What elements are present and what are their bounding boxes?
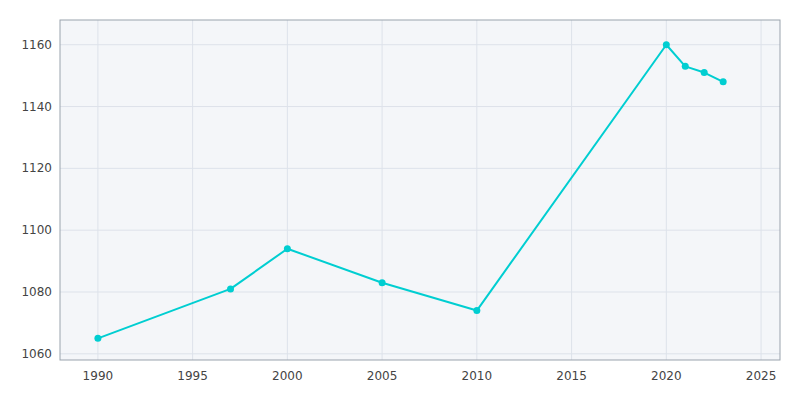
grid bbox=[60, 20, 780, 360]
y-tick-label: 1160 bbox=[21, 38, 52, 52]
x-grid-line bbox=[571, 20, 572, 360]
line bbox=[98, 45, 723, 339]
x-tick-label: 2025 bbox=[746, 369, 777, 383]
marker bbox=[720, 78, 727, 85]
marker bbox=[284, 245, 291, 252]
y-grid-line bbox=[60, 44, 780, 45]
x-tick-label: 2005 bbox=[367, 369, 398, 383]
y-tick-label: 1120 bbox=[21, 161, 52, 175]
plot-frame bbox=[60, 20, 780, 360]
marker bbox=[473, 307, 480, 314]
y-grid-line bbox=[60, 106, 780, 107]
x-tick-label: 2000 bbox=[272, 369, 303, 383]
plot-background bbox=[60, 20, 780, 360]
x-grid-line bbox=[666, 20, 667, 360]
x-tick-label: 1990 bbox=[83, 369, 114, 383]
x-grid-line bbox=[287, 20, 288, 360]
x-tick-label: 2010 bbox=[462, 369, 493, 383]
x-grid-line bbox=[761, 20, 762, 360]
y-tick-label: 1140 bbox=[21, 100, 52, 114]
chart: 1990 1995 2000 2005 2010 2015 2020 2025 1060 1080… bbox=[0, 0, 800, 400]
marker bbox=[701, 69, 708, 76]
marker bbox=[379, 279, 386, 286]
marker bbox=[94, 335, 101, 342]
y-grid-line bbox=[60, 230, 780, 231]
y-tick-label: 1100 bbox=[21, 223, 52, 237]
marker bbox=[682, 63, 689, 70]
x-grid-line bbox=[97, 20, 98, 360]
x-tick-label: 2015 bbox=[556, 369, 587, 383]
y-grid-line bbox=[60, 353, 780, 354]
y-tick-label: 1080 bbox=[21, 285, 52, 299]
x-tick-label: 1995 bbox=[177, 369, 208, 383]
marker bbox=[227, 285, 234, 292]
marker bbox=[663, 41, 670, 48]
series bbox=[94, 41, 726, 342]
x-grid-line bbox=[192, 20, 193, 360]
x-grid-line bbox=[382, 20, 383, 360]
y-tick-label: 1060 bbox=[21, 347, 52, 361]
x-tick-label: 2020 bbox=[651, 369, 682, 383]
y-grid-line bbox=[60, 292, 780, 293]
y-grid-line bbox=[60, 168, 780, 169]
